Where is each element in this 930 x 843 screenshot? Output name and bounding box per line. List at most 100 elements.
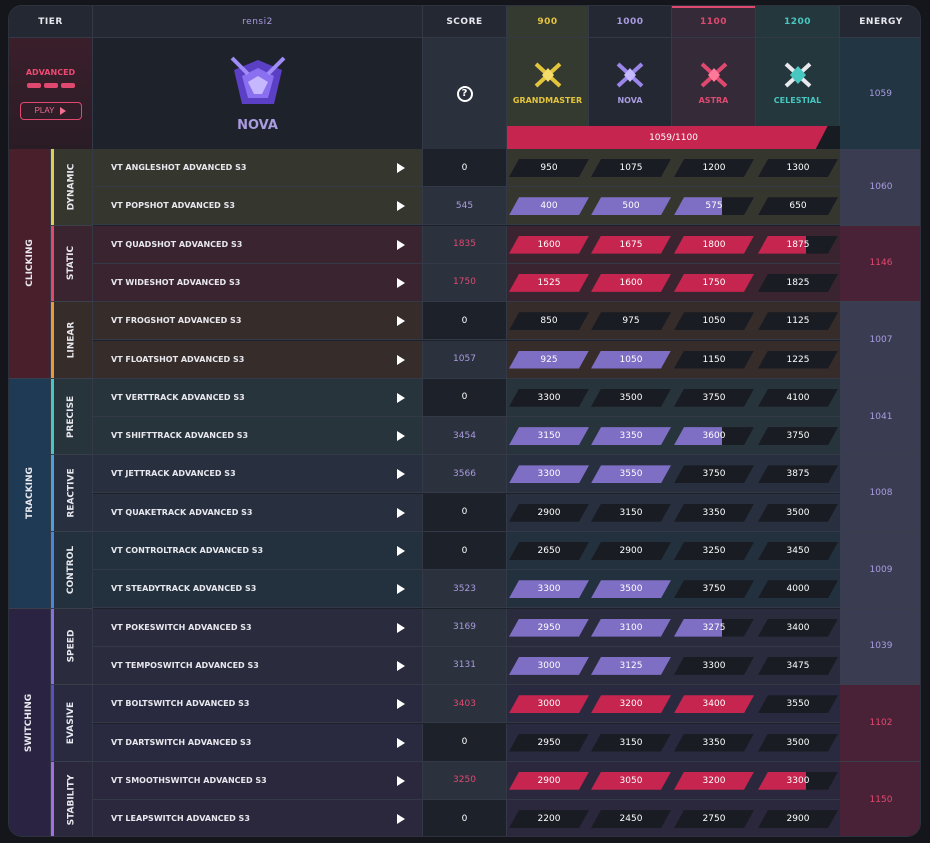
subcategory-label: STABILITY — [51, 761, 93, 836]
rank-threshold: 3500 — [758, 734, 838, 752]
rank-threshold: 3200 — [674, 772, 754, 790]
play-scenario-icon[interactable] — [397, 699, 405, 710]
astra-rank-icon — [700, 62, 727, 87]
play-scenario-icon[interactable] — [397, 354, 405, 365]
rank-threshold: 1800 — [674, 236, 754, 254]
scenario-name: VT WIDESHOT ADVANCED S3 — [93, 263, 423, 301]
total-score-cell: ? — [423, 38, 507, 149]
rank-threshold: 2900 — [509, 504, 589, 522]
subcategory-label: PRECISE — [51, 378, 93, 456]
rank-threshold: 3450 — [758, 542, 838, 560]
rank-threshold: 3125 — [591, 657, 671, 675]
play-scenario-icon[interactable] — [397, 660, 405, 671]
rank-threshold: 1600 — [591, 274, 671, 292]
scenario-score: 1835 — [423, 225, 507, 263]
play-scenario-icon[interactable] — [397, 316, 405, 327]
scenario-name: VT POKESWITCH ADVANCED S3 — [93, 608, 423, 646]
subcategory-energy: 1150 — [840, 761, 920, 836]
rank-threshold: 2950 — [509, 619, 589, 637]
scenario-row: VT FROGSHOT ADVANCED S3 0 850 975 1050 1125 — [93, 302, 840, 341]
rank-threshold: 2950 — [509, 734, 589, 752]
play-scenario-icon[interactable] — [397, 507, 405, 518]
subcategory-energy: 1041 — [840, 378, 920, 456]
rank-threshold: 3600 — [674, 427, 754, 445]
rank-threshold: 3200 — [591, 695, 671, 713]
rank-threshold: 1525 — [509, 274, 589, 292]
play-scenario-icon[interactable] — [397, 392, 405, 403]
scenario-row: VT BOLTSWITCH ADVANCED S3 3403 3000 3200 340… — [93, 685, 840, 724]
scenario-score: 0 — [423, 149, 507, 186]
scenario-name: VT DARTSWITCH ADVANCED S3 — [93, 723, 423, 761]
scenario-row: VT WIDESHOT ADVANCED S3 1750 1525 1600 1750 1… — [93, 263, 840, 302]
scenario-row: VT FLOATSHOT ADVANCED S3 1057 925 1050 1150 1… — [93, 340, 840, 379]
scenario-score: 3454 — [423, 417, 507, 455]
scenario-score: 3250 — [423, 761, 507, 799]
play-scenario-icon[interactable] — [397, 201, 405, 212]
rank-threshold: 1825 — [758, 274, 838, 292]
scenario-row: VT CONTROLTRACK ADVANCED S3 0 2650 2900 3250… — [93, 532, 840, 570]
rank-threshold: 1050 — [674, 312, 754, 330]
play-scenario-icon[interactable] — [397, 469, 405, 480]
play-scenario-icon[interactable] — [397, 239, 405, 250]
scenario-row: VT POPSHOT ADVANCED S3 545 400 500 575 650 — [93, 187, 840, 226]
play-scenario-icon[interactable] — [397, 737, 405, 748]
scenario-name: VT JETTRACK ADVANCED S3 — [93, 455, 423, 493]
rank-threshold: 3750 — [674, 389, 754, 407]
scenario-score: 1057 — [423, 340, 507, 378]
subcategory-name: DYNAMIC — [66, 163, 77, 211]
subcategory-energy: 1102 — [840, 685, 920, 762]
rank-threshold: 4100 — [758, 389, 838, 407]
scenario-score: 0 — [423, 532, 507, 569]
rank-threshold: 3300 — [509, 580, 589, 598]
subcategory-label: EVASIVE — [51, 685, 93, 762]
play-button[interactable]: PLAY — [19, 101, 82, 120]
help-icon[interactable]: ? — [456, 85, 473, 102]
scenario-score: 0 — [423, 378, 507, 416]
play-scenario-icon[interactable] — [397, 622, 405, 633]
play-scenario-icon[interactable] — [397, 814, 405, 825]
rank-threshold: 3750 — [674, 465, 754, 483]
scenario-score: 3566 — [423, 455, 507, 493]
scenario-score: 0 — [423, 493, 507, 531]
scenario-score: 3523 — [423, 570, 507, 608]
rank-threshold: 950 — [509, 159, 589, 177]
play-scenario-icon[interactable] — [397, 775, 405, 786]
subcategory-name: REACTIVE — [66, 468, 77, 518]
subcategory-label: STATIC — [51, 225, 93, 303]
subcategory-label: DYNAMIC — [51, 149, 93, 226]
category-name: TRACKING — [24, 467, 35, 520]
scenario-row: VT VERTTRACK ADVANCED S3 0 3300 3500 3750 410… — [93, 378, 840, 417]
rank-threshold: 3050 — [591, 772, 671, 790]
rank-header-900: 900 — [507, 6, 589, 38]
rank-header-1200: 1200 — [756, 6, 840, 38]
scenario-row: VT POKESWITCH ADVANCED S3 3169 2950 3100 327… — [93, 608, 840, 647]
rank-threshold: 3300 — [509, 465, 589, 483]
player-name: rensi2 — [93, 6, 423, 38]
scenario-row: VT JETTRACK ADVANCED S3 3566 3300 3550 3750 3… — [93, 455, 840, 494]
subcategory-energy: 1008 — [840, 455, 920, 532]
play-scenario-icon[interactable] — [397, 431, 405, 442]
rank-threshold: 3400 — [758, 619, 838, 637]
scenario-row: VT QUADSHOT ADVANCED S3 1835 1600 1675 1800 1… — [93, 225, 840, 264]
rank-threshold: 3875 — [758, 465, 838, 483]
scenario-row: VT DARTSWITCH ADVANCED S3 0 2950 3150 3350 35… — [93, 723, 840, 762]
rank-threshold: 1200 — [674, 159, 754, 177]
play-scenario-icon[interactable] — [397, 163, 405, 173]
rank-threshold: 3350 — [674, 504, 754, 522]
rank-threshold: 3350 — [674, 734, 754, 752]
scenario-score: 0 — [423, 723, 507, 761]
rank-threshold: 650 — [758, 197, 838, 215]
play-scenario-icon[interactable] — [397, 584, 405, 595]
play-scenario-icon[interactable] — [397, 277, 405, 288]
grandmaster-rank-icon — [534, 62, 561, 87]
scenario-score: 1750 — [423, 263, 507, 301]
rank-threshold: 3300 — [509, 389, 589, 407]
subcategory-name: CONTROL — [66, 545, 77, 594]
benchmark-board: TIER rensi2 SCORE 900 1000 1100 1200 ENE… — [8, 5, 921, 837]
subcategory-name: PRECISE — [66, 395, 77, 438]
scenario-name: VT VERTTRACK ADVANCED S3 — [93, 378, 423, 416]
rank-threshold: 1150 — [674, 351, 754, 369]
scenario-score: 0 — [423, 800, 507, 836]
scenario-row: VT SHIFTTRACK ADVANCED S3 3454 3150 3350 360… — [93, 417, 840, 456]
play-scenario-icon[interactable] — [397, 546, 405, 556]
